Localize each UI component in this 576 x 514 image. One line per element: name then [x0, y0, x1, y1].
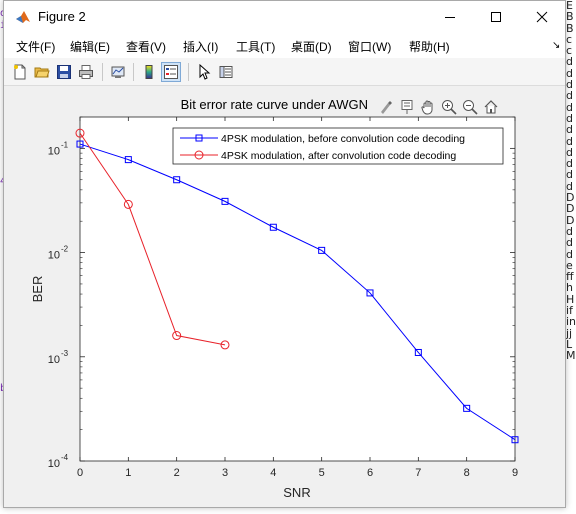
- y-tick-label-base: 10: [48, 458, 60, 470]
- y-tick-label-base: 10: [48, 145, 60, 157]
- x-tick-label: 7: [415, 467, 421, 479]
- x-tick-label: 9: [512, 467, 518, 479]
- y-tick-label-exponent: -2: [61, 245, 69, 254]
- x-tick-label: 2: [174, 467, 180, 479]
- x-tick-label: 4: [270, 467, 276, 479]
- y-tick-label-base: 10: [48, 250, 60, 262]
- x-tick-label: 8: [464, 467, 470, 479]
- x-tick-label: 1: [125, 467, 131, 479]
- plot-background: [80, 117, 515, 461]
- y-tick-label-base: 10: [48, 354, 60, 366]
- x-tick-label: 3: [222, 467, 228, 479]
- legend-label: 4PSK modulation, before convolution code…: [221, 133, 465, 145]
- y-tick-label-exponent: -3: [61, 349, 69, 358]
- x-tick-label: 5: [319, 467, 325, 479]
- x-tick-label: 0: [77, 467, 83, 479]
- y-tick-label-exponent: -4: [61, 453, 69, 462]
- chart-title: Bit error rate curve under AWGN: [181, 97, 368, 112]
- x-axis-label: SNR: [283, 485, 310, 500]
- y-tick-label-exponent: -1: [61, 140, 69, 149]
- x-tick-label: 6: [367, 467, 373, 479]
- legend-label: 4PSK modulation, after convolution code …: [221, 150, 456, 162]
- y-axis-label: BER: [30, 276, 45, 303]
